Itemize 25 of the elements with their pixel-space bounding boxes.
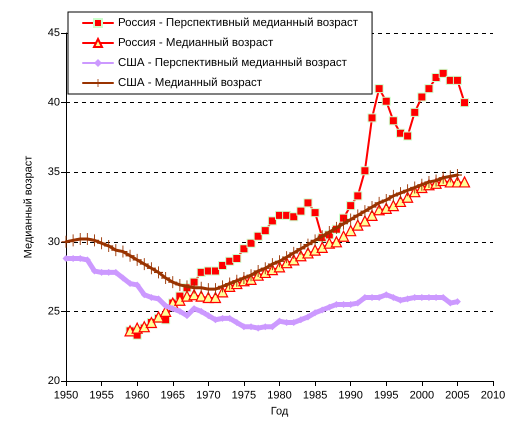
- legend-label: Россия - Медианный возраст: [118, 37, 274, 49]
- x-tick-label: 2000: [410, 390, 434, 402]
- legend-label: США - Медианный возраст: [118, 77, 263, 89]
- x-tick-label: 1980: [267, 390, 292, 402]
- legend-label: США - Перспективный медианный возраст: [118, 57, 348, 69]
- x-tick-label: 1995: [374, 390, 398, 402]
- x-tick-label: 2010: [480, 390, 506, 402]
- x-tick-label: 1960: [124, 390, 150, 402]
- x-tick-label: 1965: [160, 390, 185, 402]
- x-tick-label: 1950: [54, 390, 78, 402]
- y-tick-label: 20: [48, 375, 60, 387]
- y-tick-label: 35: [48, 166, 60, 178]
- y-tick-label: 30: [48, 236, 60, 248]
- x-tick-label: 1970: [196, 390, 221, 402]
- y-tick-label: 40: [48, 96, 60, 109]
- x-tick-label: 1955: [89, 390, 114, 402]
- x-tick-label: 2005: [445, 390, 470, 402]
- x-tick-label: 1975: [232, 390, 256, 402]
- y-tick-label: 45: [48, 27, 60, 39]
- y-tick-label: 25: [48, 305, 60, 318]
- legend-label: Россия - Перспективный медианный возраст: [118, 17, 359, 29]
- x-tick-label: 1985: [302, 390, 328, 402]
- y-axis-title: Медианный возраст: [22, 156, 34, 258]
- x-axis-title: Год: [270, 405, 289, 418]
- x-tick-label: 1990: [338, 390, 363, 402]
